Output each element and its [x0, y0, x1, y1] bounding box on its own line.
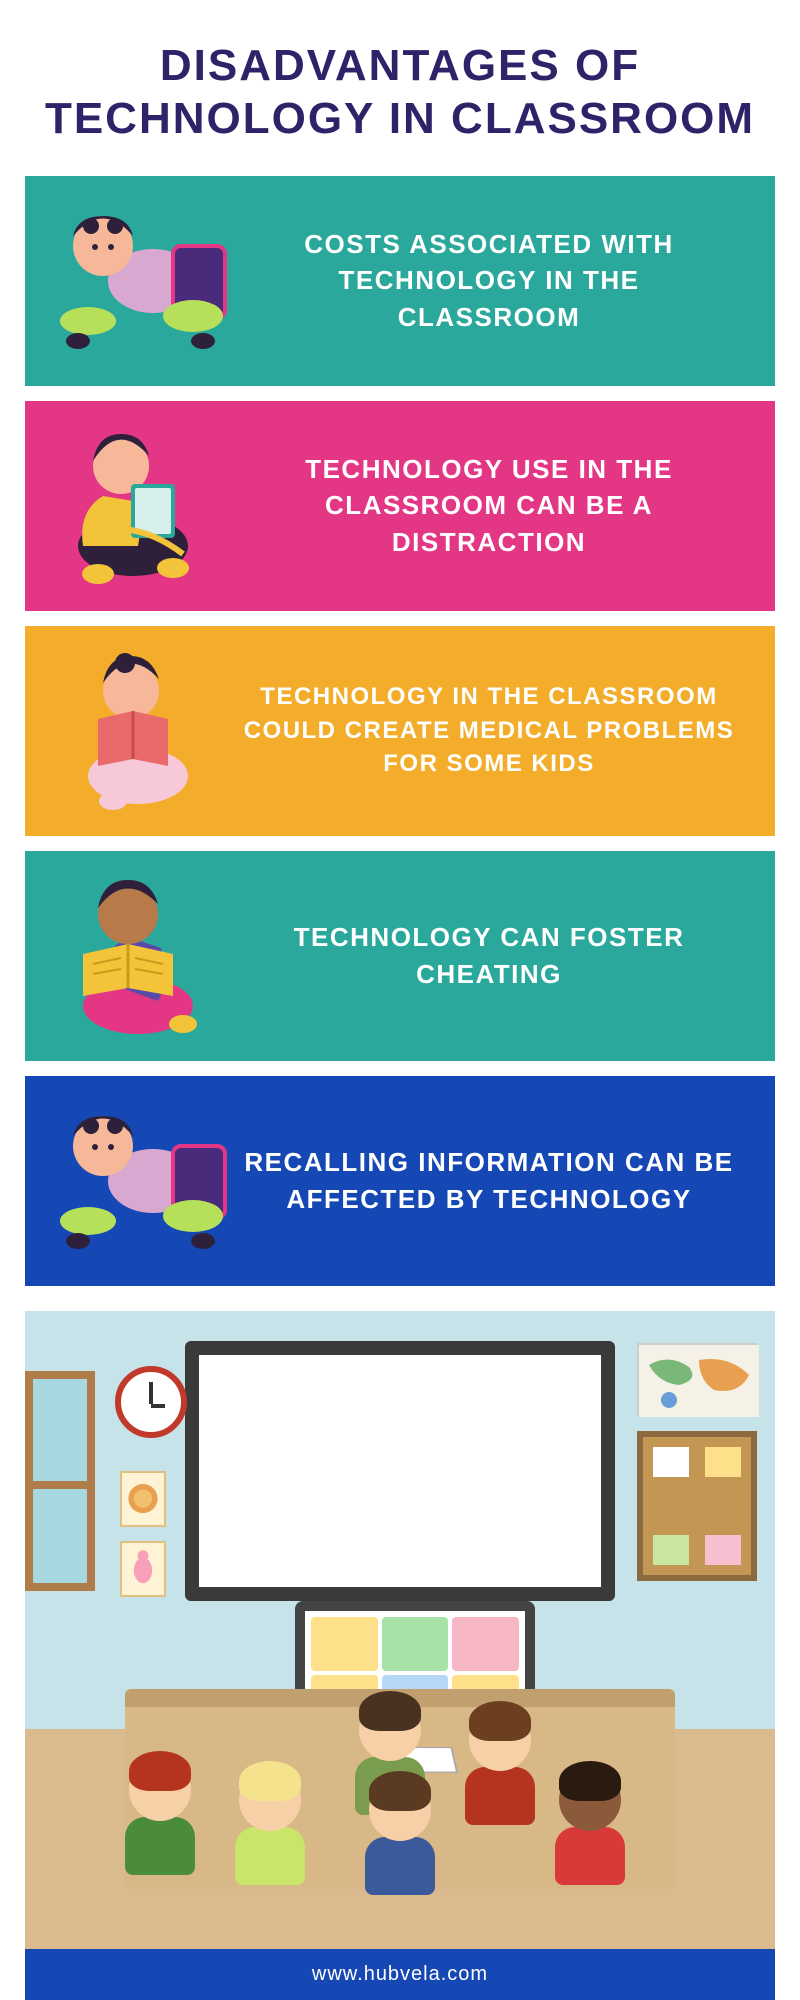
- child-with-tablet-icon: [43, 191, 233, 371]
- band-distraction: TECHNOLOGY USE IN THE CLASSROOM CAN BE A…: [25, 401, 775, 611]
- footer: www.hubvela.com: [25, 1949, 775, 2000]
- whiteboard-icon: [185, 1341, 615, 1601]
- student-icon: [115, 1759, 205, 1879]
- band-costs: COSTS ASSOCIATED WITH TECHNOLOGY IN THE …: [25, 176, 775, 386]
- student-icon: [455, 1709, 545, 1829]
- map-poster-icon: [637, 1343, 757, 1415]
- student-icon: [225, 1769, 315, 1889]
- classroom-scene: [25, 1311, 775, 1949]
- band-text: COSTS ASSOCIATED WITH TECHNOLOGY IN THE …: [233, 226, 745, 335]
- page-title: DISADVANTAGES OF TECHNOLOGY IN CLASSROOM: [40, 40, 760, 146]
- student-icon: [545, 1769, 635, 1889]
- band-recall: RECALLING INFORMATION CAN BE AFFECTED BY…: [25, 1076, 775, 1286]
- child-with-tablet-icon: [43, 1091, 233, 1271]
- footer-url: www.hubvela.com: [312, 1963, 488, 1985]
- band-text: TECHNOLOGY IN THE CLASSROOM COULD CREATE…: [233, 680, 745, 781]
- child-reading-book-icon: [43, 641, 233, 821]
- band-cheating: TECHNOLOGY CAN FOSTER CHEATING: [25, 851, 775, 1061]
- band-text: RECALLING INFORMATION CAN BE AFFECTED BY…: [233, 1144, 745, 1217]
- child-reading-sitting-icon: [43, 416, 233, 596]
- band-text: TECHNOLOGY CAN FOSTER CHEATING: [233, 919, 745, 992]
- student-icon: [355, 1779, 445, 1899]
- bulletin-board-icon: [637, 1431, 757, 1581]
- lion-poster-icon: [120, 1471, 166, 1527]
- band-text: TECHNOLOGY USE IN THE CLASSROOM CAN BE A…: [233, 451, 745, 560]
- flamingo-poster-icon: [120, 1541, 166, 1597]
- header: DISADVANTAGES OF TECHNOLOGY IN CLASSROOM: [0, 0, 800, 176]
- clock-icon: [115, 1366, 187, 1438]
- child-with-open-book-icon: [43, 866, 233, 1046]
- window-icon: [25, 1371, 95, 1591]
- band-medical: TECHNOLOGY IN THE CLASSROOM COULD CREATE…: [25, 626, 775, 836]
